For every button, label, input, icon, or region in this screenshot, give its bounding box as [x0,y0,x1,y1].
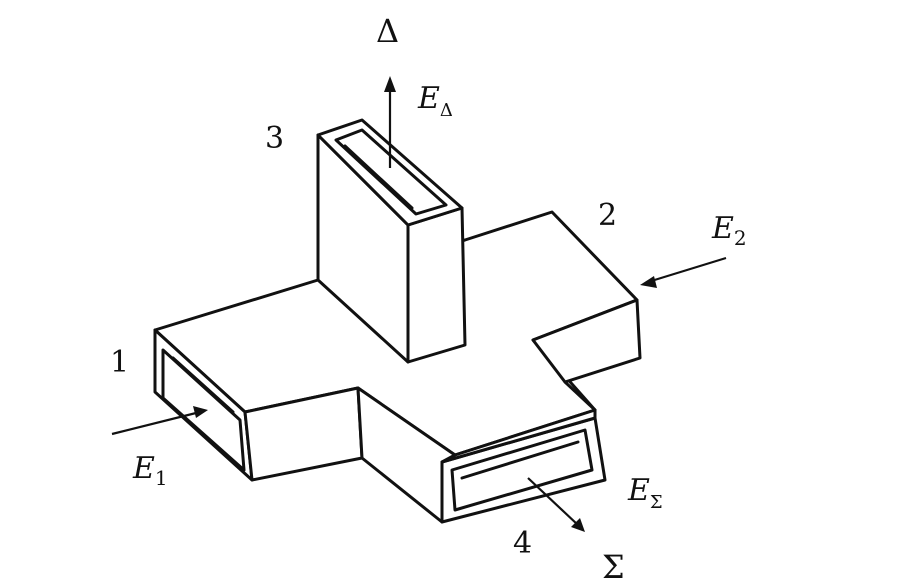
field-e-delta-label: EΔ [417,81,453,121]
port-4-top [440,408,597,464]
field-e2-base: E [711,211,734,246]
port-3-label: 3 [265,121,284,156]
field-e1-base: E [132,451,155,486]
port-2-face [531,298,642,384]
arrow-e2 [640,256,727,288]
field-e-delta-base: E [417,81,440,116]
field-e1-label: E1 [132,451,168,490]
port-4-opening [450,428,594,512]
port-3-side-face [406,206,467,364]
arrow-e1 [111,406,208,436]
output-sigma-label: Σ [602,548,625,586]
arrow-e-delta [384,76,396,168]
field-e-sigma-label: EΣ [627,473,663,513]
field-e1-sub: 1 [155,466,168,490]
output-delta-label: Δ [376,12,399,50]
arrow-e-sigma [527,477,585,532]
field-e-sigma-sub: Σ [650,492,663,513]
port-2-edge [563,380,597,412]
port-2-label: 2 [598,198,617,233]
port-3-arm [316,118,467,364]
field-e-sigma-base: E [627,473,650,508]
port-1-label: 1 [110,345,129,380]
field-e2-sub: 2 [734,226,747,250]
port-4-label: 4 [513,526,532,561]
field-e2-label: E2 [711,211,747,250]
field-e-delta-sub: Δ [440,100,453,121]
port-1-opening [161,348,246,472]
port-3-top-face [316,118,464,227]
port-3-opening [334,128,448,216]
